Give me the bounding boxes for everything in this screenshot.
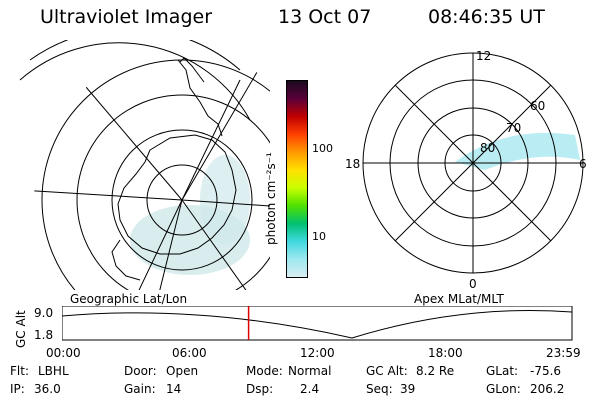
color-scale-bar: [286, 80, 308, 278]
glon-value: 206.2: [530, 382, 565, 396]
door-label: Door:: [124, 364, 157, 378]
mlt-label-12: 12: [476, 49, 491, 63]
gain-value: 14: [166, 382, 182, 396]
time-tick-2359: 23:59: [546, 346, 581, 360]
mode-value: Normal: [288, 364, 332, 378]
glon-label: GLon:: [486, 382, 521, 396]
mlat-label-70: 70: [506, 121, 521, 135]
colorbar-tick-10: 10: [312, 230, 326, 243]
gcalt-label: GC Alt:: [366, 364, 408, 378]
dsp-value: 2.4: [300, 382, 320, 396]
observation-time: 08:46:35 UT: [428, 6, 545, 28]
mode-label: Mode:: [246, 364, 283, 378]
gcalt-value: 8.2 Re: [416, 364, 455, 378]
geographic-map-label: Geographic Lat/Lon: [70, 292, 188, 306]
seq-value: 39: [400, 382, 416, 396]
glat-value: -75.6: [530, 364, 562, 378]
antarctica-outline: [117, 134, 237, 255]
ip-label: IP:: [10, 382, 25, 396]
time-tick-1800: 18:00: [428, 346, 463, 360]
time-tick-1200: 12:00: [300, 346, 335, 360]
dsp-label: Dsp:: [246, 382, 274, 396]
colorbar-unit-label: photon cm⁻²s⁻¹: [264, 152, 278, 245]
mlat-label-80: 80: [480, 141, 495, 155]
observation-date: 13 Oct 07: [278, 6, 372, 28]
mlat-label-60: 60: [530, 99, 545, 113]
altitude-plot: [62, 306, 573, 341]
seq-label: Seq:: [366, 382, 393, 396]
glat-label: GLat:: [486, 364, 519, 378]
flt-label: Flt:: [10, 364, 29, 378]
altitude-tick-low: 1.8: [34, 328, 54, 342]
gain-label: Gain:: [124, 382, 156, 396]
door-value: Open: [166, 364, 199, 378]
mlt-label-0: 0: [469, 277, 477, 290]
magnetic-aurora: [455, 132, 580, 170]
mlt-label-18: 18: [345, 157, 360, 171]
mlt-label-6: 6: [579, 157, 587, 171]
altitude-axis-label: GC Alt: [14, 310, 28, 348]
altitude-tick-high: 9.0: [34, 306, 54, 320]
ip-value: 36.0: [34, 382, 61, 396]
magnetic-map-label: Apex MLat/MLT: [414, 292, 504, 306]
time-tick-0000: 00:00: [46, 346, 81, 360]
geographic-map: [19, 40, 270, 290]
magnetic-map: 12 18 6 0 80 70 60: [345, 49, 587, 290]
altitude-curve: [62, 309, 573, 339]
colorbar-tick-100: 100: [312, 142, 333, 155]
time-tick-0600: 06:00: [172, 346, 207, 360]
flt-value: LBHL: [38, 364, 69, 378]
instrument-title: Ultraviolet Imager: [40, 6, 213, 28]
